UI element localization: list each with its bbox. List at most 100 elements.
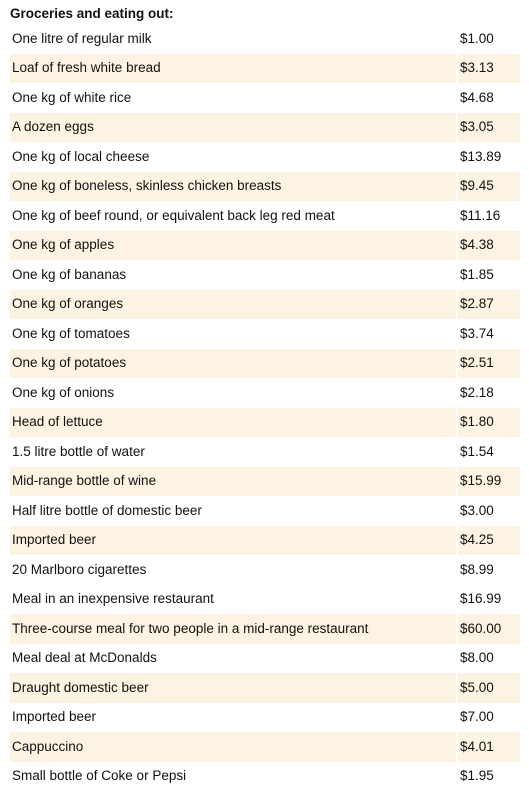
item-description: One kg of oranges: [10, 289, 456, 319]
table-row: One kg of bananas $1.85: [10, 260, 520, 290]
item-description: Head of lettuce: [10, 407, 456, 437]
item-description: One litre of regular milk: [12, 30, 152, 46]
item-price: $4.38: [458, 230, 520, 260]
column-gap: [456, 496, 458, 526]
price-table: One litre of regular milk $1.00 Loaf of fr…: [10, 24, 520, 791]
table-row: Meal in an inexpensive restaurant $16.99: [10, 584, 520, 614]
column-gap: [456, 555, 458, 585]
item-price: $3.05: [458, 112, 520, 142]
table-row: One kg of white rice $4.68: [10, 83, 520, 113]
item-price: $1.95: [460, 768, 494, 784]
item-price: $8.99: [460, 561, 494, 577]
column-gap: [456, 142, 458, 172]
item-description: Mid-range bottle of wine: [10, 466, 456, 496]
item-price: $2.87: [458, 289, 520, 319]
column-gap: [456, 260, 458, 290]
table-row: Head of lettuce $1.80: [10, 407, 520, 437]
item-description: One kg of beef round, or equivalent back…: [12, 207, 335, 223]
item-description: One kg of apples: [10, 230, 456, 260]
item-price: $2.51: [458, 348, 520, 378]
column-gap: [456, 24, 458, 54]
item-description: One kg of bananas: [12, 266, 127, 282]
section-title: Groceries and eating out:: [10, 6, 174, 21]
column-gap: [456, 348, 458, 378]
item-description: Draught domestic beer: [10, 673, 456, 703]
column-gap: [456, 171, 458, 201]
item-description: One kg of onions: [12, 384, 115, 400]
item-description: 1.5 litre bottle of water: [12, 443, 145, 459]
item-description: One kg of white rice: [12, 89, 132, 105]
item-description: One kg of tomatoes: [12, 325, 130, 341]
column-gap: [456, 732, 458, 762]
table-row: Loaf of fresh white bread $3.13: [10, 53, 520, 83]
column-gap: [456, 319, 458, 349]
item-price: $1.80: [458, 407, 520, 437]
item-description: A dozen eggs: [10, 112, 456, 142]
item-description: Small bottle of Coke or Pepsi: [12, 768, 187, 784]
item-description: One kg of local cheese: [12, 148, 150, 164]
column-gap: [456, 584, 458, 614]
table-row: One kg of tomatoes $3.74: [10, 319, 520, 349]
item-price: $8.00: [460, 650, 494, 666]
item-description: Meal deal at McDonalds: [12, 650, 157, 666]
column-gap: [456, 378, 458, 408]
item-price: $7.00: [460, 709, 494, 725]
table-row: One litre of regular milk $1.00: [10, 24, 520, 54]
table-row: Imported beer $7.00: [10, 702, 520, 732]
column-gap: [456, 614, 458, 644]
table-row: One kg of apples $4.38: [10, 230, 520, 260]
item-description: Three-course meal for two people in a mi…: [10, 614, 456, 644]
item-price: $5.00: [458, 673, 520, 703]
item-price: $3.13: [458, 53, 520, 83]
item-price: $11.16: [460, 207, 501, 223]
item-description: One kg of boneless, skinless chicken bre…: [10, 171, 456, 201]
column-gap: [456, 643, 458, 673]
item-price: $15.99: [458, 466, 520, 496]
item-description: Half litre bottle of domestic beer: [12, 502, 202, 518]
item-description: 20 Marlboro cigarettes: [12, 561, 147, 577]
column-gap: [456, 466, 458, 496]
item-price: $2.18: [460, 384, 494, 400]
table-row: One kg of oranges $2.87: [10, 289, 520, 319]
table-row: Meal deal at McDonalds $8.00: [10, 643, 520, 673]
item-price: $13.89: [460, 148, 502, 164]
item-price: $4.68: [460, 89, 494, 105]
column-gap: [456, 525, 458, 555]
table-row: Imported beer $4.25: [10, 525, 520, 555]
item-description: Cappuccino: [10, 732, 456, 762]
table-row: 20 Marlboro cigarettes $8.99: [10, 555, 520, 585]
item-price: $4.01: [458, 732, 520, 762]
table-row: One kg of local cheese $13.89: [10, 142, 520, 172]
table-row: Draught domestic beer $5.00: [10, 673, 520, 703]
column-gap: [456, 437, 458, 467]
item-price: $1.54: [460, 443, 494, 459]
column-gap: [456, 761, 458, 791]
table-row: Cappuccino $4.01: [10, 732, 520, 762]
item-price: $4.25: [458, 525, 520, 555]
table-row: Mid-range bottle of wine $15.99: [10, 466, 520, 496]
table-row: 1.5 litre bottle of water $1.54: [10, 437, 520, 467]
column-gap: [456, 112, 458, 142]
column-gap: [456, 702, 458, 732]
item-price: $60.00: [458, 614, 520, 644]
table-row: Half litre bottle of domestic beer $3.00: [10, 496, 520, 526]
item-description: Imported beer: [10, 525, 456, 555]
column-gap: [456, 230, 458, 260]
column-gap: [456, 201, 458, 231]
column-gap: [456, 289, 458, 319]
price-table-body: One litre of regular milk $1.00 Loaf of fr…: [10, 24, 520, 791]
item-price: $3.00: [460, 502, 494, 518]
item-price: $16.99: [460, 591, 502, 607]
item-price: $1.00: [460, 30, 494, 46]
table-row: One kg of boneless, skinless chicken bre…: [10, 171, 520, 201]
item-description: One kg of potatoes: [10, 348, 456, 378]
item-price: $1.85: [460, 266, 494, 282]
column-gap: [456, 673, 458, 703]
item-description: Imported beer: [12, 709, 97, 725]
item-price: $3.74: [460, 325, 494, 341]
column-gap: [456, 407, 458, 437]
item-description: Meal in an inexpensive restaurant: [12, 591, 214, 607]
column-gap: [456, 53, 458, 83]
table-row: Three-course meal for two people in a mi…: [10, 614, 520, 644]
